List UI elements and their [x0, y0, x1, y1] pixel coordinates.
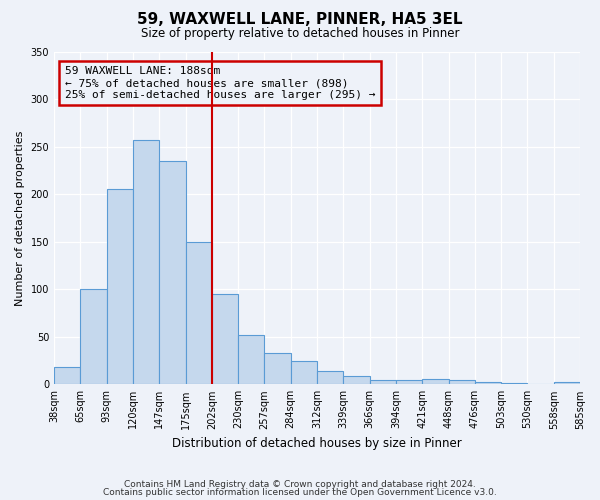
Bar [238, 335, 265, 384]
Bar [343, 376, 370, 384]
Bar [370, 380, 396, 384]
Bar [396, 380, 422, 384]
Bar [291, 360, 317, 384]
Bar [265, 353, 291, 384]
Bar [475, 382, 501, 384]
Text: Contains HM Land Registry data © Crown copyright and database right 2024.: Contains HM Land Registry data © Crown c… [124, 480, 476, 489]
Bar [212, 294, 238, 384]
Bar [317, 371, 343, 384]
Bar [80, 289, 107, 384]
Bar [449, 380, 475, 384]
Bar [185, 242, 212, 384]
Bar [159, 161, 185, 384]
Text: 59 WAXWELL LANE: 188sqm
← 75% of detached houses are smaller (898)
25% of semi-d: 59 WAXWELL LANE: 188sqm ← 75% of detache… [65, 66, 375, 100]
X-axis label: Distribution of detached houses by size in Pinner: Distribution of detached houses by size … [172, 437, 462, 450]
Text: 59, WAXWELL LANE, PINNER, HA5 3EL: 59, WAXWELL LANE, PINNER, HA5 3EL [137, 12, 463, 28]
Bar [554, 382, 580, 384]
Bar [422, 378, 449, 384]
Bar [54, 367, 80, 384]
Y-axis label: Number of detached properties: Number of detached properties [15, 130, 25, 306]
Bar [107, 190, 133, 384]
Bar [133, 140, 159, 384]
Text: Contains public sector information licensed under the Open Government Licence v3: Contains public sector information licen… [103, 488, 497, 497]
Text: Size of property relative to detached houses in Pinner: Size of property relative to detached ho… [141, 28, 459, 40]
